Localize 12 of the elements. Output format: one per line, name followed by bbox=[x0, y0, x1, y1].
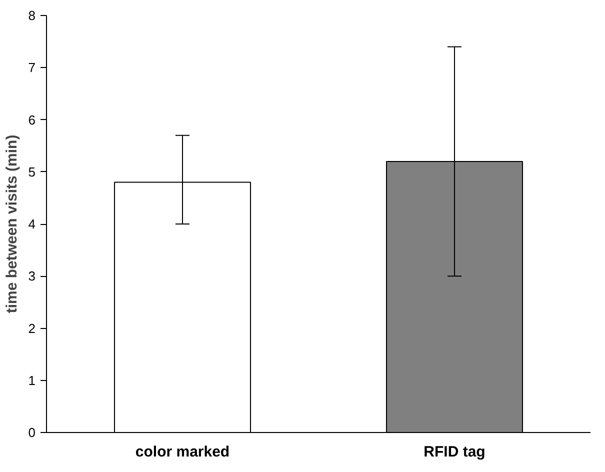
y-tick-label: 3 bbox=[28, 268, 36, 284]
y-tick-label: 1 bbox=[28, 372, 36, 388]
y-tick-label: 4 bbox=[28, 216, 36, 232]
y-tick-label: 7 bbox=[28, 60, 36, 76]
y-tick-label: 5 bbox=[28, 164, 36, 180]
y-tick-label: 8 bbox=[28, 8, 36, 23]
x-tick-label: color marked bbox=[135, 444, 230, 460]
y-axis-title: time between visits (min) bbox=[3, 134, 20, 314]
y-tick-label: 6 bbox=[28, 112, 36, 128]
x-tick-label: RFID tag bbox=[424, 444, 486, 460]
y-tick-label: 2 bbox=[28, 320, 36, 336]
y-tick-label: 0 bbox=[28, 425, 36, 440]
